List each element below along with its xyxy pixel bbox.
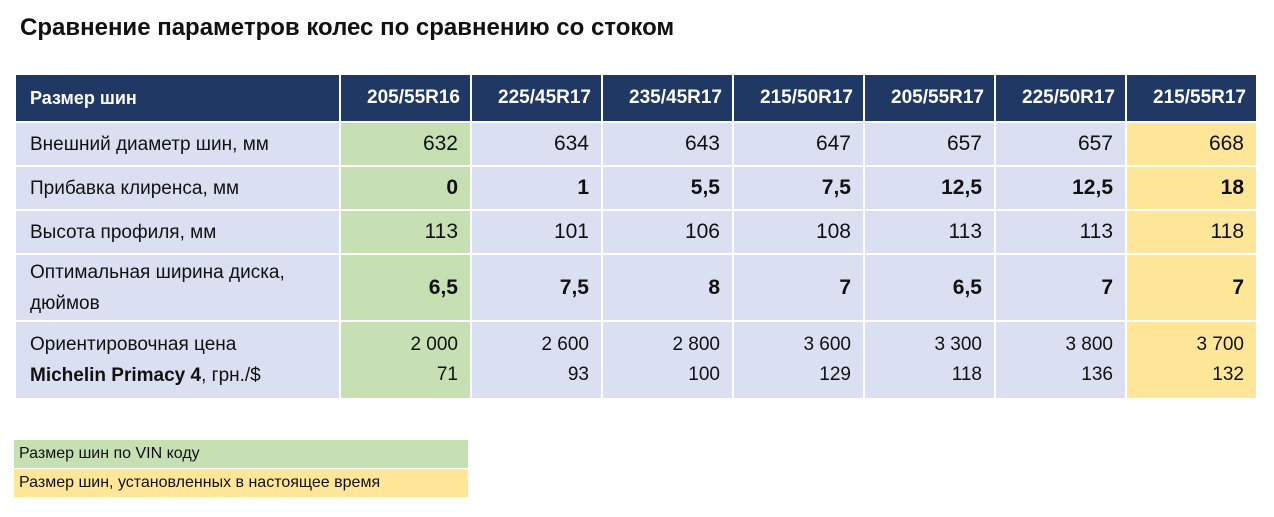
table-row: Внешний диаметр шин, мм 632 634 643 647 …	[16, 123, 1256, 165]
row-label-line: Ориентировочная цена	[30, 334, 237, 355]
column-header: 205/55R16	[341, 75, 470, 121]
price-usd: 136	[1081, 364, 1113, 385]
price-cell: 3 700 132	[1127, 322, 1256, 398]
price-cell: 3 800 136	[996, 322, 1125, 398]
table-cell: 113	[341, 211, 470, 253]
row-label: Ориентировочная цена Michelin Primacy 4,…	[16, 322, 339, 398]
column-header: 225/50R17	[996, 75, 1125, 121]
price-cell: 2 800 100	[603, 322, 732, 398]
table-cell: 632	[341, 123, 470, 165]
product-name: Michelin Primacy 4	[30, 365, 202, 386]
price-uah: 2 800	[672, 334, 720, 355]
table-cell: 12,5	[996, 167, 1125, 209]
row-label-line: Оптимальная ширина диска,	[30, 261, 285, 283]
table-cell: 7,5	[472, 255, 601, 320]
table-cell: 18	[1127, 167, 1256, 209]
price-cell: 2 000 71	[341, 322, 470, 398]
row-label: Прибавка клиренса, мм	[16, 167, 339, 209]
table-cell: 7	[734, 255, 863, 320]
table-cell: 7	[1127, 255, 1256, 320]
column-header: 235/45R17	[603, 75, 732, 121]
table-cell: 12,5	[865, 167, 994, 209]
table-row: Оптимальная ширина диска, дюймов 6,5 7,5…	[16, 255, 1256, 320]
header-row: Размер шин 205/55R16 225/45R17 235/45R17…	[16, 75, 1256, 121]
table-cell: 7,5	[734, 167, 863, 209]
price-uah: 3 600	[803, 334, 851, 355]
price-usd: 93	[567, 364, 589, 385]
table-cell: 634	[472, 123, 601, 165]
row-label: Внешний диаметр шин, мм	[16, 123, 339, 165]
table-cell: 106	[603, 211, 732, 253]
column-header: 205/55R17	[865, 75, 994, 121]
table-cell: 1	[472, 167, 601, 209]
table-cell: 657	[996, 123, 1125, 165]
price-uah: 3 800	[1065, 334, 1113, 355]
price-usd: 129	[819, 364, 851, 385]
table-cell: 657	[865, 123, 994, 165]
price-usd: 100	[688, 364, 720, 385]
price-uah: 3 300	[934, 334, 982, 355]
table-cell: 113	[865, 211, 994, 253]
row-label: Оптимальная ширина диска, дюймов	[16, 255, 339, 320]
comparison-table: Размер шин 205/55R16 225/45R17 235/45R17…	[14, 73, 1258, 400]
price-usd: 71	[436, 364, 458, 385]
table-cell: 6,5	[341, 255, 470, 320]
table-cell: 647	[734, 123, 863, 165]
row-label-line: дюймов	[30, 292, 100, 314]
page-title: Сравнение параметров колес по сравнению …	[20, 14, 675, 41]
table-cell: 668	[1127, 123, 1256, 165]
price-uah: 2 600	[541, 334, 589, 355]
table-cell: 8	[603, 255, 732, 320]
header-label: Размер шин	[16, 75, 339, 121]
price-uah: 3 700	[1196, 334, 1244, 355]
table-cell: 7	[996, 255, 1125, 320]
table-cell: 101	[472, 211, 601, 253]
price-cell: 2 600 93	[472, 322, 601, 398]
table-cell: 0	[341, 167, 470, 209]
table-cell: 5,5	[603, 167, 732, 209]
table-cell: 643	[603, 123, 732, 165]
table-row: Прибавка клиренса, мм 0 1 5,5 7,5 12,5 1…	[16, 167, 1256, 209]
table-row: Высота профиля, мм 113 101 106 108 113 1…	[16, 211, 1256, 253]
table-cell: 6,5	[865, 255, 994, 320]
price-cell: 3 300 118	[865, 322, 994, 398]
price-usd: 132	[1212, 364, 1244, 385]
table-cell: 118	[1127, 211, 1256, 253]
column-header: 215/55R17	[1127, 75, 1256, 121]
price-cell: 3 600 129	[734, 322, 863, 398]
price-uah: 2 000	[410, 334, 458, 355]
column-header: 225/45R17	[472, 75, 601, 121]
price-usd: 118	[951, 364, 982, 385]
table-row: Ориентировочная цена Michelin Primacy 4,…	[16, 322, 1256, 398]
row-label: Высота профиля, мм	[16, 211, 339, 253]
table-cell: 108	[734, 211, 863, 253]
column-header: 215/50R17	[734, 75, 863, 121]
legend-current-size: Размер шин, установленных в настоящее вр…	[14, 469, 468, 497]
legend-vin-size: Размер шин по VIN коду	[14, 440, 468, 468]
currency-suffix: , грн./$	[201, 365, 261, 386]
table-cell: 113	[996, 211, 1125, 253]
